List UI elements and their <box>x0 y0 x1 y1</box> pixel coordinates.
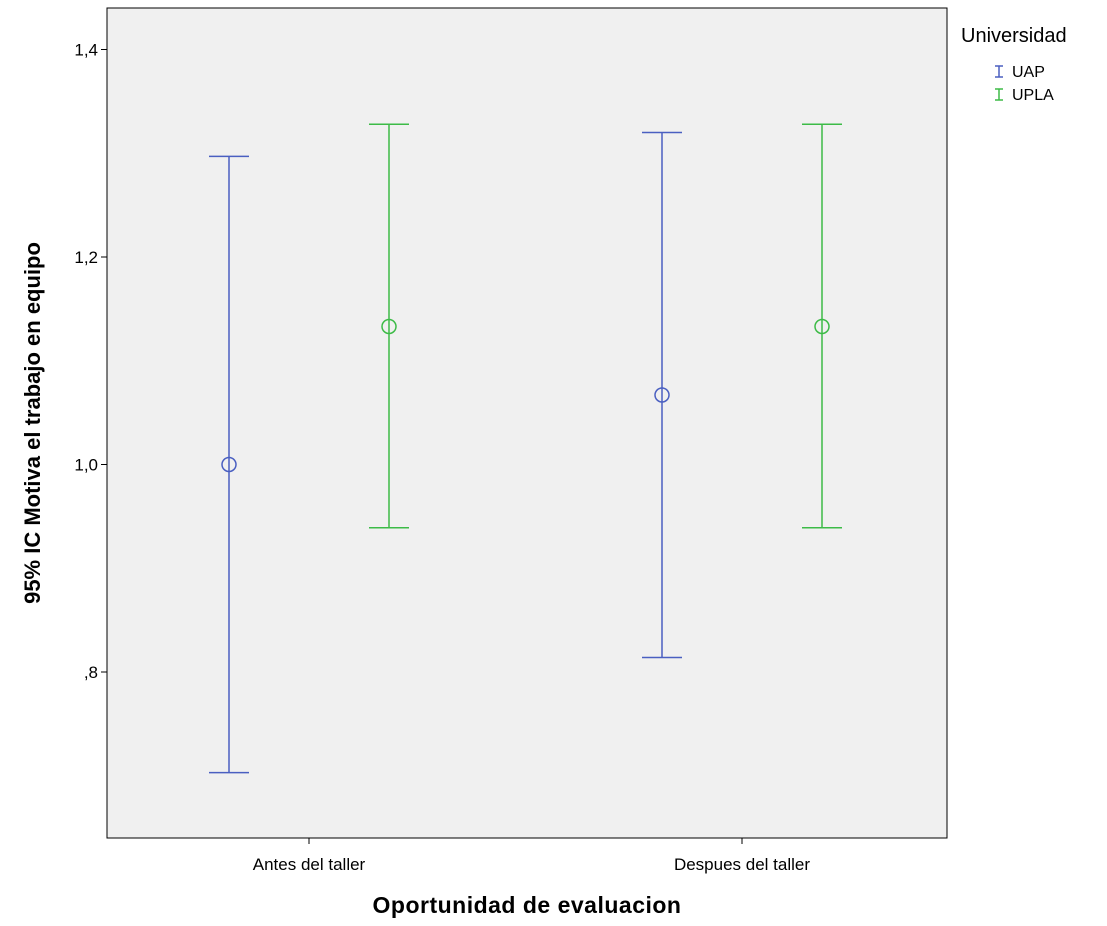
x-axis: Antes del taller Despues del taller <box>253 838 810 874</box>
legend-label: UAP <box>1012 64 1045 81</box>
y-tick-label: 1,0 <box>74 456 98 475</box>
legend-item-uap: UAP <box>995 64 1045 81</box>
x-axis-title: Oportunidad de evaluacion <box>373 892 682 918</box>
legend-label: UPLA <box>1012 87 1054 104</box>
y-axis: ,8 1,0 1,2 1,4 <box>74 41 107 682</box>
y-tick-label: ,8 <box>84 663 98 682</box>
legend-title: Universidad <box>961 25 1067 47</box>
series-upla <box>369 123 842 529</box>
series-uap <box>209 131 682 774</box>
series-layer <box>209 123 842 774</box>
mean-marker <box>814 318 830 335</box>
y-tick-label: 1,2 <box>74 248 98 267</box>
y-tick-label: 1,4 <box>74 41 98 60</box>
mean-marker <box>381 318 397 335</box>
legend-item-upla: UPLA <box>995 87 1054 104</box>
plot-area <box>106 7 948 839</box>
y-axis-title: 95% IC Motiva el trabajo en equipo <box>20 242 45 604</box>
mean-marker <box>654 387 670 403</box>
mean-marker <box>221 456 237 473</box>
legend: Universidad UAP UPLA <box>961 25 1067 104</box>
x-tick-label: Antes del taller <box>253 855 366 874</box>
x-tick-label: Despues del taller <box>674 855 810 874</box>
